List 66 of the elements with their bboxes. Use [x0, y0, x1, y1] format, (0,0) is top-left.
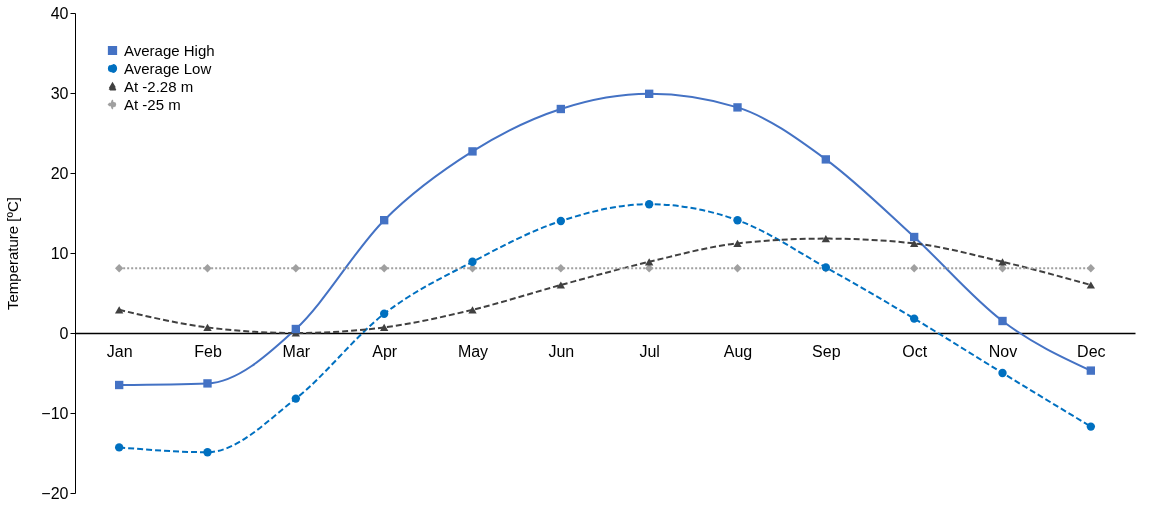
point [468, 306, 477, 314]
point [203, 323, 212, 332]
point [644, 258, 654, 266]
point [1086, 281, 1096, 289]
point [291, 324, 301, 334]
point [733, 264, 742, 273]
y-tick-label: −10 [41, 404, 69, 422]
point [998, 368, 1007, 378]
point [114, 380, 124, 390]
x-tick-label: Nov [988, 342, 1018, 360]
legend-label: At -2.28 m [124, 77, 194, 95]
point [1086, 422, 1096, 431]
point [379, 216, 389, 225]
point [379, 264, 389, 273]
point [556, 281, 566, 289]
point [114, 443, 124, 452]
point [379, 323, 389, 332]
point [1086, 366, 1096, 375]
x-tick-label: Jan [106, 342, 133, 360]
y-tick-label: −20 [41, 484, 69, 502]
point [556, 104, 566, 114]
point [1086, 264, 1096, 273]
point [556, 216, 566, 226]
x-tick-label: Jun [548, 342, 575, 360]
point [291, 394, 301, 403]
x-tick-label: Oct [902, 342, 928, 360]
point [203, 448, 212, 457]
y-tick-label: 30 [50, 84, 69, 102]
point [821, 234, 831, 243]
point [644, 200, 654, 209]
point [998, 258, 1007, 266]
point [644, 89, 654, 98]
x-tick-label: Jul [639, 342, 660, 360]
x-tick-label: Aug [723, 342, 753, 360]
legend-label: Average High [124, 41, 215, 59]
y-tick-label: 0 [59, 324, 69, 342]
point [733, 216, 742, 225]
x-tick-label: Sep [812, 342, 841, 360]
point [998, 316, 1007, 326]
point [379, 309, 389, 318]
point [909, 314, 919, 323]
x-tick-label: Apr [372, 342, 398, 360]
x-tick-label: Dec [1077, 342, 1106, 360]
point [909, 264, 919, 273]
point [909, 232, 919, 242]
point [644, 264, 654, 273]
point [114, 264, 124, 273]
y-tick-label: 10 [50, 244, 69, 262]
point [821, 155, 831, 164]
x-tick-label: Feb [194, 342, 222, 360]
legend-label: At -25 m [124, 95, 181, 113]
y-axis-title: Temperature [ºC] [4, 196, 22, 311]
point [556, 264, 566, 273]
point [733, 103, 742, 112]
x-tick-label: Mar [282, 342, 311, 360]
point [203, 379, 212, 388]
point [203, 264, 212, 273]
y-tick-label: 40 [50, 4, 69, 22]
point [468, 257, 477, 266]
point [733, 239, 742, 248]
point [291, 264, 301, 273]
x-tick-label: May [457, 342, 489, 360]
point [468, 147, 477, 156]
y-tick-label: 20 [50, 164, 69, 182]
point [114, 306, 124, 314]
legend-label: Average Low [124, 59, 212, 77]
